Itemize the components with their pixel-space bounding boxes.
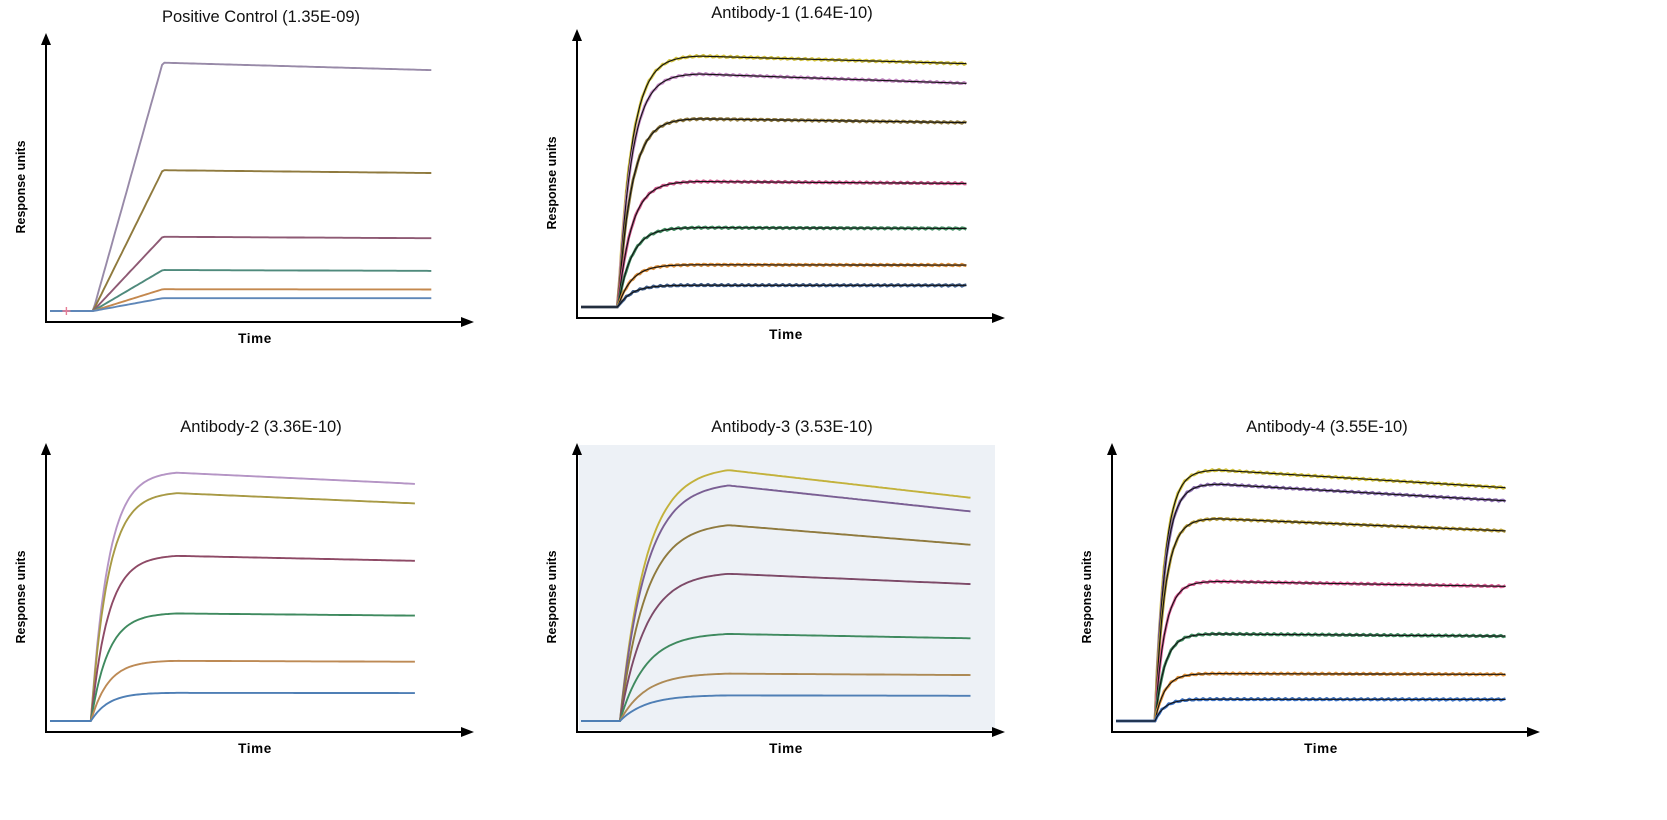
series-trace-1: [50, 471, 415, 722]
series-trace-5: [581, 633, 971, 722]
series-fit-2: [1116, 483, 1506, 722]
series-fit-6: [581, 264, 967, 308]
series-fit-7: [1116, 698, 1506, 722]
x-axis-arrow: [1527, 727, 1540, 737]
y-axis-label: Response units: [545, 550, 559, 643]
y-axis-label: Response units: [545, 136, 559, 229]
x-axis-label: Time: [769, 327, 803, 342]
y-axis-arrow: [572, 443, 582, 455]
sensorgram-plot: Response units Time: [545, 29, 1005, 342]
chart-title: Antibody-3 (3.53E-10): [711, 418, 873, 436]
series-fit-4: [1116, 580, 1506, 722]
y-axis-arrow: [41, 443, 51, 455]
series-trace-3: [1116, 517, 1506, 723]
series-trace-6: [50, 691, 415, 722]
series-fit-6: [1116, 673, 1506, 722]
series-trace-4: [50, 612, 415, 722]
series-trace-2: [581, 484, 971, 722]
y-axis-label: Response units: [14, 550, 28, 643]
series-trace-5: [50, 288, 432, 312]
plot-area: [572, 29, 1005, 323]
panel-positive-control: Positive Control (1.35E-09) Response uni…: [12, 8, 492, 351]
y-axis-arrow: [572, 29, 582, 41]
x-axis-arrow: [461, 317, 474, 327]
series-fit-1: [581, 55, 967, 308]
x-axis-arrow: [992, 727, 1005, 737]
series-trace-6: [581, 672, 971, 722]
x-axis-label: Time: [238, 741, 272, 756]
series-trace-5: [581, 225, 968, 309]
chart-title: Positive Control (1.35E-09): [161, 8, 361, 26]
x-axis-label: Time: [238, 331, 272, 346]
series-trace-7: [581, 282, 967, 309]
series-trace-6: [50, 297, 432, 312]
series-trace-3: [50, 235, 432, 312]
baseline-artifact-mark: [62, 307, 71, 315]
series-fit-5: [1116, 633, 1506, 722]
series-fit-2: [581, 73, 967, 308]
chart-title: Antibody-1 (1.64E-10): [711, 4, 873, 22]
series-trace-2: [50, 492, 415, 722]
series-trace-1: [50, 61, 432, 312]
x-axis-label: Time: [769, 741, 803, 756]
sensorgram-plot: Response units Time: [14, 443, 474, 756]
series-fit-4: [581, 181, 967, 308]
panel-antibody-4: Antibody-4 (3.55E-10) Response units Tim…: [1078, 418, 1558, 761]
series-fit-3: [581, 118, 967, 308]
series-trace-4: [581, 572, 971, 722]
plot-area: [41, 33, 474, 327]
panel-antibody-2: Antibody-2 (3.36E-10) Response units Tim…: [12, 418, 492, 761]
y-axis-arrow: [1107, 443, 1117, 455]
series-trace-7: [581, 694, 971, 722]
series-trace-3: [50, 554, 415, 722]
plot-area: [572, 443, 1005, 737]
x-axis-arrow: [992, 313, 1005, 323]
series-fit-7: [581, 284, 967, 308]
y-axis-label: Response units: [1080, 550, 1094, 643]
chart-title: Antibody-4 (3.55E-10): [1246, 418, 1408, 436]
series-trace-1: [581, 469, 971, 722]
series-fit-1: [1116, 469, 1506, 722]
series-trace-4: [50, 269, 432, 312]
plot-area: [1107, 443, 1540, 737]
y-axis-arrow: [41, 33, 51, 45]
chart-title: Antibody-2 (3.36E-10): [180, 418, 342, 436]
y-axis-label: Response units: [14, 140, 28, 233]
series-trace-1: [1116, 467, 1507, 723]
series-fit-3: [1116, 518, 1506, 722]
series-trace-5: [50, 659, 415, 722]
sensorgram-plot: Response units Time: [1080, 443, 1540, 756]
series-trace-3: [581, 116, 967, 309]
panel-antibody-3: Antibody-3 (3.53E-10) Response units Tim…: [543, 418, 1023, 761]
sensorgram-plot: Response units Time: [545, 443, 1005, 756]
series-trace-3: [581, 524, 971, 722]
plot-area: [41, 443, 474, 737]
panel-antibody-1: Antibody-1 (1.64E-10) Response units Tim…: [543, 4, 1023, 347]
series-fit-5: [581, 227, 967, 308]
series-trace-2: [50, 169, 432, 312]
x-axis-arrow: [461, 727, 474, 737]
x-axis-label: Time: [1304, 741, 1338, 756]
sensorgram-plot: Response units Time: [14, 33, 474, 346]
